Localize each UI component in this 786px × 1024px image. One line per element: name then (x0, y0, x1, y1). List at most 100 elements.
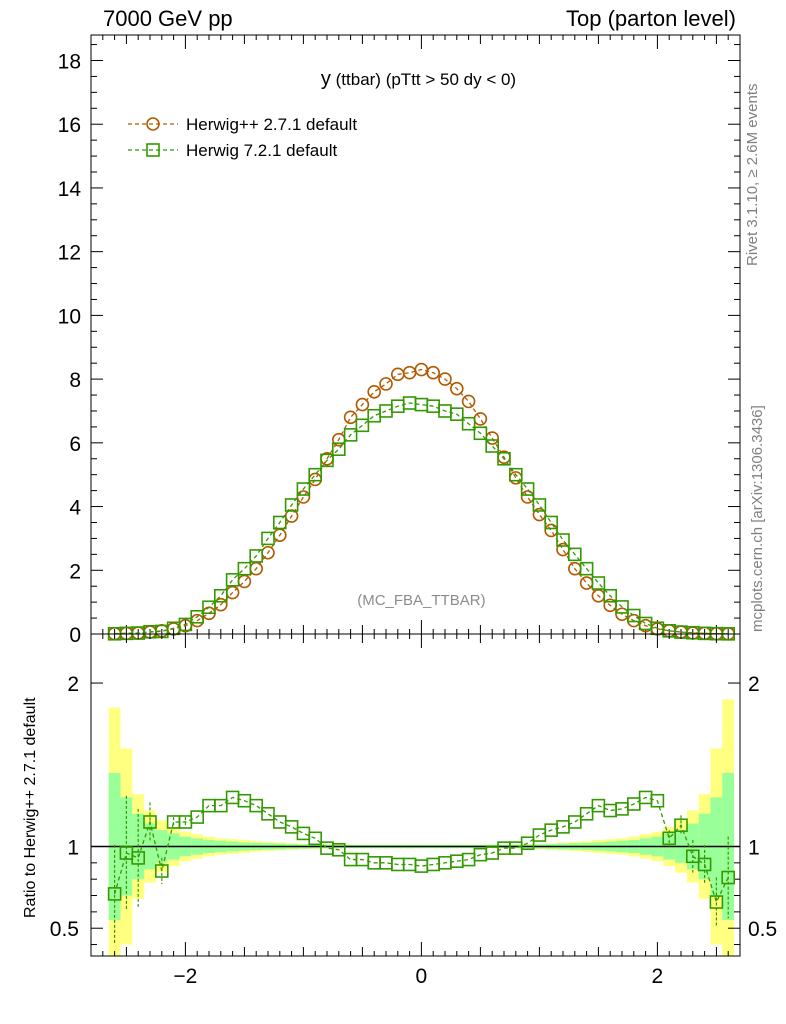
ratio-data-point (697, 857, 712, 872)
legend-marker (146, 117, 160, 131)
y-tick-label: 2 (69, 560, 81, 583)
data-point (508, 467, 523, 482)
data-point (603, 588, 618, 603)
data-point (473, 426, 488, 441)
ratio-y-tick-label-right: 0.5 (748, 918, 777, 941)
x-tick-label: 0 (416, 965, 428, 988)
data-point (579, 576, 594, 590)
ratio-y-tick-label-right: 1 (748, 836, 760, 859)
data-point (473, 412, 488, 426)
ratio-data-point (214, 798, 228, 813)
data-point (591, 576, 606, 590)
data-point (426, 365, 441, 380)
data-point (261, 531, 275, 546)
ratio-data-point (331, 842, 346, 857)
ratio-data-point (296, 826, 311, 841)
ratio-data-point (107, 887, 122, 901)
legend-label: Herwig 7.2.1 default (186, 141, 337, 160)
y-tick-label: 10 (58, 305, 81, 328)
ratio-data-point (308, 831, 323, 846)
data-point (544, 523, 559, 538)
data-point (567, 547, 582, 562)
data-point (355, 397, 370, 412)
y-tick-label: 4 (69, 497, 81, 520)
data-point (497, 451, 511, 466)
ratio-data-point (155, 864, 169, 878)
analysis-annotation: (MC_FBA_TTBAR) (357, 592, 485, 609)
data-point (556, 533, 570, 547)
data-point (331, 442, 346, 457)
data-point (272, 515, 287, 530)
data-point (343, 410, 358, 425)
y-tick-label: 8 (69, 369, 81, 392)
ratio-data-point (579, 806, 594, 821)
data-point (485, 439, 500, 453)
ratio-panel: −2 0 2 0.5 0.5 1 1 2 2 (50, 633, 777, 988)
data-point (461, 416, 476, 431)
data-point (520, 490, 535, 504)
data-point (520, 482, 535, 496)
ratio-data-point (284, 820, 299, 834)
main-panel: 0 2 4 6 8 10 12 14 16 18 y (ttbar) (pTtt > 50 dy <… (58, 34, 741, 647)
data-point (367, 385, 382, 399)
ratio-data-point (261, 806, 275, 821)
ratio-data-point (249, 798, 263, 813)
ratio-y-tick-label: 2 (67, 673, 79, 696)
header-energy-label: 7000 GeV pp (103, 6, 233, 31)
ratio-plot-frame (90, 633, 741, 957)
series-line (114, 368, 729, 635)
ratio-data-point (685, 849, 700, 864)
data-point (343, 428, 358, 442)
data-point (308, 472, 323, 487)
data-point (190, 609, 204, 624)
data-point (626, 608, 641, 623)
ratio-series-line (113, 796, 729, 904)
ratio-y-tick-label: 1 (67, 836, 79, 859)
header-process-label: Top (parton level) (566, 6, 736, 31)
ratio-data-point (662, 831, 677, 846)
y-tick-label: 12 (58, 242, 81, 265)
data-point (214, 588, 228, 603)
data-point (532, 498, 547, 512)
ratio-y-tick-label-right: 2 (748, 673, 760, 696)
x-tick-label: 2 (652, 965, 664, 988)
ratio-data-point (567, 815, 582, 829)
data-point (544, 515, 559, 530)
y-tick-label: 0 (69, 624, 81, 647)
data-point (296, 482, 311, 496)
data-point (579, 561, 594, 576)
y-tick-label: 16 (58, 114, 81, 137)
ratio-data-point (674, 818, 688, 833)
data-point (449, 381, 464, 396)
x-tick-label: −2 (173, 965, 197, 988)
data-point (225, 573, 240, 587)
data-point (449, 407, 464, 421)
data-point (355, 418, 370, 433)
ratio-data-point (143, 815, 157, 829)
ratio-data-point (650, 793, 665, 808)
ratio-data-point (532, 828, 547, 842)
data-point (237, 561, 252, 576)
ratio-data-point (709, 895, 724, 909)
data-point (202, 600, 216, 615)
legend-label: Herwig++ 2.7.1 default (186, 115, 357, 134)
plot-title: y (ttbar) (pTtt > 50 dy < 0) (321, 68, 516, 90)
ratio-data-point (721, 870, 736, 885)
legend-marker (146, 143, 160, 157)
data-point (178, 617, 193, 632)
y-tick-label: 18 (58, 50, 81, 73)
ratio-data-point (190, 810, 204, 824)
data-point (237, 574, 252, 589)
data-point (284, 498, 299, 512)
y-tick-label: 6 (69, 433, 81, 456)
ratio-data-point (272, 815, 287, 829)
data-point (308, 467, 323, 482)
data-point (438, 372, 452, 386)
data-point (461, 394, 476, 409)
ratio-data-point (131, 851, 145, 865)
data-point (249, 549, 263, 563)
data-point (615, 600, 629, 614)
data-point (296, 490, 311, 504)
data-point (367, 408, 382, 423)
